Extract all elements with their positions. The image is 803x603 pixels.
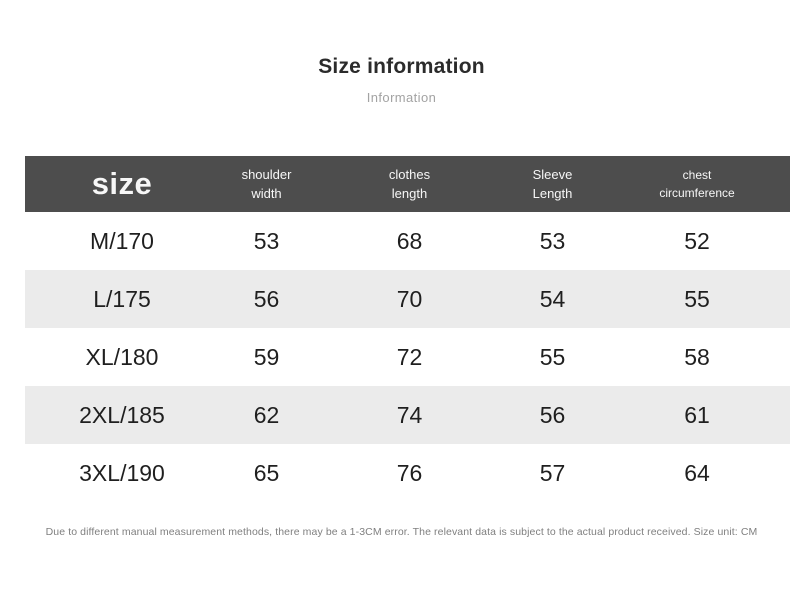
cell-clothes-length: 68 bbox=[396, 227, 423, 254]
page-subtitle: Information bbox=[366, 90, 437, 106]
cell-clothes-length: 74 bbox=[396, 401, 423, 428]
row-size-label: XL/180 bbox=[85, 343, 159, 370]
table-row-xl-180: XL/180 59 72 55 58 bbox=[25, 328, 790, 386]
cell-chest-circumference: 61 bbox=[684, 401, 710, 428]
column-header-size: size bbox=[91, 165, 153, 201]
cell-shoulder-width: 62 bbox=[253, 401, 280, 428]
cell-shoulder-width: 59 bbox=[253, 343, 280, 370]
cell-sleeve-length: 54 bbox=[539, 285, 566, 312]
column-header-line: length bbox=[391, 186, 428, 201]
cell-shoulder-width: 56 bbox=[253, 285, 280, 312]
column-header-line: width bbox=[251, 186, 282, 201]
cell-clothes-length: 72 bbox=[396, 343, 423, 370]
table-row-m-170: M/170 53 68 53 52 bbox=[25, 212, 790, 270]
column-header-sleeve-length: Sleeve Length bbox=[481, 165, 624, 204]
cell-clothes-length: 70 bbox=[396, 285, 423, 312]
column-header-line: clothes bbox=[388, 166, 431, 182]
row-size-label: 2XL/185 bbox=[79, 401, 165, 428]
row-size-label: 3XL/190 bbox=[79, 459, 165, 486]
column-header-line: chest bbox=[682, 168, 712, 182]
row-size-label: L/175 bbox=[93, 285, 151, 312]
table-row-3xl-190: 3XL/190 65 76 57 64 bbox=[25, 444, 790, 502]
column-header-line: circumference bbox=[659, 186, 735, 200]
column-header-line: shoulder bbox=[241, 166, 292, 182]
cell-clothes-length: 76 bbox=[396, 459, 423, 486]
cell-chest-circumference: 55 bbox=[684, 285, 710, 312]
column-header-chest-circumference: chest circumference bbox=[624, 166, 790, 202]
cell-sleeve-length: 53 bbox=[539, 227, 566, 254]
measurement-note: Due to different manual measurement meth… bbox=[45, 526, 758, 538]
column-header-line: Sleeve bbox=[532, 166, 573, 182]
table-row-l-175: L/175 56 70 54 55 bbox=[25, 270, 790, 328]
cell-sleeve-length: 57 bbox=[539, 459, 566, 486]
title-block: Size information Information bbox=[0, 54, 803, 105]
cell-sleeve-length: 55 bbox=[539, 343, 566, 370]
cell-chest-circumference: 58 bbox=[684, 343, 710, 370]
column-header-line: Length bbox=[532, 186, 573, 201]
column-header-shoulder-width: shoulder width bbox=[195, 165, 338, 204]
table-row-2xl-185: 2XL/185 62 74 56 61 bbox=[25, 386, 790, 444]
cell-chest-circumference: 64 bbox=[684, 459, 710, 486]
size-table: size shoulder width clothes length Sleev… bbox=[25, 156, 790, 502]
column-header-clothes-length: clothes length bbox=[338, 165, 481, 204]
cell-shoulder-width: 65 bbox=[253, 459, 280, 486]
cell-chest-circumference: 52 bbox=[684, 227, 710, 254]
page-title: Size information bbox=[318, 55, 485, 78]
row-size-label: M/170 bbox=[90, 227, 154, 254]
cell-shoulder-width: 53 bbox=[253, 227, 280, 254]
cell-sleeve-length: 56 bbox=[539, 401, 566, 428]
size-table-header-row: size shoulder width clothes length Sleev… bbox=[25, 156, 790, 212]
